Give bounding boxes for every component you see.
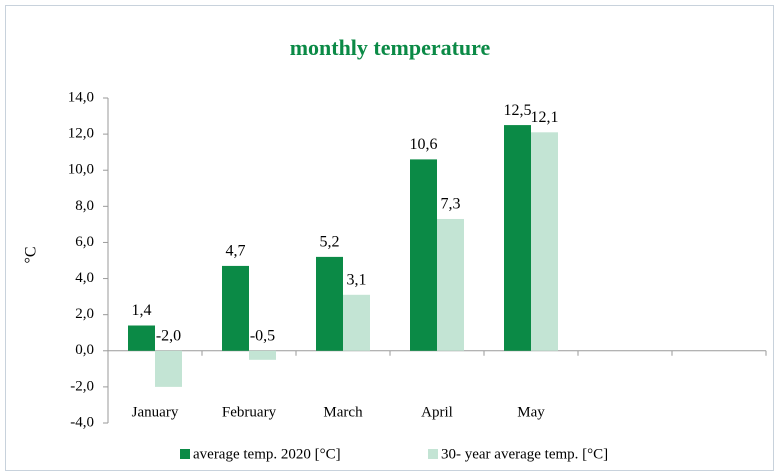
data-label: 10,6 <box>410 136 438 153</box>
bar <box>222 265 249 351</box>
x-tick-label: April <box>421 404 453 420</box>
data-label: 3,1 <box>347 271 367 288</box>
bar <box>437 218 464 351</box>
bar <box>531 132 558 351</box>
y-tick-label: 0,0 <box>75 342 94 358</box>
x-tick-label: March <box>323 404 363 420</box>
data-label: 7,3 <box>441 196 461 213</box>
bar <box>155 350 182 387</box>
chart-border <box>5 5 774 471</box>
y-tick-label: 14,0 <box>68 89 94 105</box>
data-label: 12,1 <box>531 109 559 126</box>
bar <box>316 256 343 351</box>
bar <box>410 159 437 351</box>
y-tick-label: 8,0 <box>75 198 94 214</box>
data-label: 1,4 <box>132 302 152 319</box>
x-tick-label: February <box>222 404 277 420</box>
y-tick-label: 12,0 <box>68 126 94 142</box>
y-axis-label: °C <box>23 246 40 263</box>
x-tick-label: January <box>132 404 179 420</box>
data-label: -0,5 <box>250 327 275 344</box>
bar <box>249 350 276 360</box>
legend-label: 30- year average temp. [°C] <box>441 446 608 462</box>
data-label: 12,5 <box>504 102 532 119</box>
bar <box>504 125 531 351</box>
y-tick-label: 2,0 <box>75 306 94 322</box>
chart-title: monthly temperature <box>290 35 491 60</box>
legend-swatch <box>428 449 438 459</box>
y-tick-label: -4,0 <box>70 414 94 430</box>
bar <box>128 325 155 351</box>
data-label: 4,7 <box>226 243 246 260</box>
data-label: 5,2 <box>320 234 340 251</box>
legend-swatch <box>180 449 190 459</box>
legend-label: average temp. 2020 [°C] <box>193 446 341 462</box>
y-tick-label: 6,0 <box>75 234 94 250</box>
x-tick-label: May <box>517 404 545 420</box>
y-tick-label: 10,0 <box>68 162 94 178</box>
data-label: -2,0 <box>156 327 181 344</box>
y-tick-label: 4,0 <box>75 270 94 286</box>
y-tick-label: -2,0 <box>70 378 94 394</box>
bar <box>343 294 370 351</box>
